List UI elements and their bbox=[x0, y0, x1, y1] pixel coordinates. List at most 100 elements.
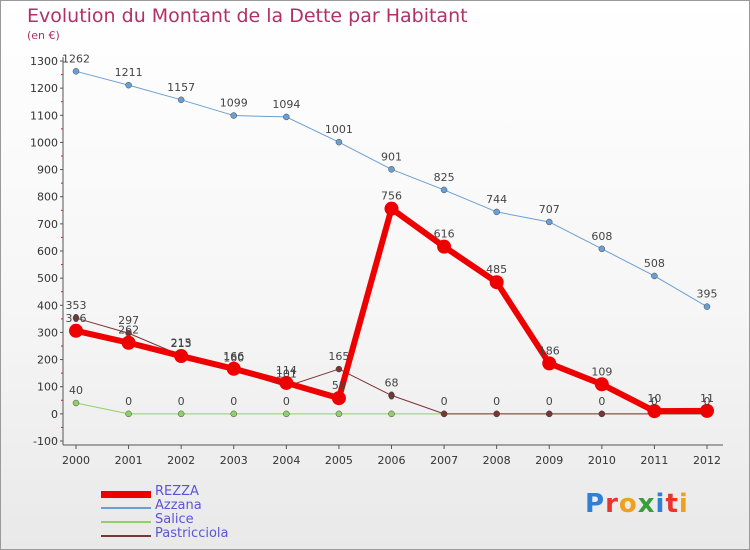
data-point-azzana bbox=[440, 186, 448, 194]
y-tick-label: 600 bbox=[37, 245, 58, 258]
data-label-salice: 0 bbox=[125, 395, 132, 408]
data-point-rezza bbox=[69, 323, 83, 338]
y-tick-label: -100 bbox=[33, 435, 58, 448]
legend-label: Salice bbox=[155, 512, 194, 527]
y-tick-label: 0 bbox=[51, 408, 58, 421]
data-point-rezza bbox=[279, 375, 294, 390]
data-point-salice bbox=[177, 410, 185, 418]
data-label-rezza: 756 bbox=[381, 190, 402, 203]
y-tick-label: 1000 bbox=[30, 136, 58, 149]
x-tick-label: 2006 bbox=[378, 454, 406, 467]
data-point-azzana bbox=[388, 166, 395, 173]
data-point-pastricciola bbox=[546, 410, 553, 418]
data-label-rezza: 213 bbox=[171, 337, 192, 350]
data-point-pastricciola bbox=[335, 365, 343, 373]
data-label-rezza: 306 bbox=[66, 312, 87, 325]
y-tick-label: 1300 bbox=[30, 55, 58, 68]
data-label-pastricciola: 215 bbox=[171, 337, 192, 350]
y-tick-label: 1100 bbox=[30, 109, 58, 122]
legend-swatch bbox=[101, 521, 151, 523]
x-tick-label: 2005 bbox=[325, 454, 353, 467]
x-tick-label: 2003 bbox=[220, 454, 248, 467]
data-label-rezza: 485 bbox=[486, 263, 507, 276]
data-label-rezza: 166 bbox=[223, 350, 244, 363]
data-point-pastricciola bbox=[598, 410, 606, 418]
x-tick-label: 2000 bbox=[62, 454, 90, 467]
data-point-rezza bbox=[121, 335, 136, 350]
data-point-salice bbox=[72, 399, 80, 407]
data-label-pastricciola: 297 bbox=[118, 314, 139, 327]
data-label-azzana: 1094 bbox=[272, 98, 300, 111]
legend-label: REZZA bbox=[155, 484, 199, 499]
data-point-azzana bbox=[546, 218, 553, 226]
data-label-rezza: 262 bbox=[118, 324, 139, 337]
x-tick-label: 2007 bbox=[430, 454, 458, 467]
data-point-rezza bbox=[542, 356, 557, 371]
y-tick-label: 900 bbox=[37, 164, 58, 177]
x-tick-label: 2009 bbox=[535, 454, 563, 467]
x-tick-label: 2004 bbox=[272, 454, 300, 467]
legend-swatch bbox=[101, 507, 151, 509]
x-tick-label: 2008 bbox=[483, 454, 511, 467]
data-label-azzana: 1099 bbox=[220, 97, 248, 110]
y-tick-label: 200 bbox=[37, 354, 58, 367]
data-point-rezza bbox=[174, 349, 189, 364]
data-label-rezza: 114 bbox=[276, 364, 297, 377]
data-label-rezza: 11 bbox=[700, 392, 714, 405]
data-label-pastricciola: 353 bbox=[66, 299, 87, 312]
x-tick-label: 2001 bbox=[115, 454, 143, 467]
data-point-rezza bbox=[700, 403, 714, 418]
data-label-salice: 0 bbox=[230, 395, 237, 408]
data-point-pastricciola bbox=[72, 314, 80, 322]
legend-label: Pastricciola bbox=[155, 526, 229, 541]
data-label-azzana: 825 bbox=[434, 171, 455, 184]
data-label-pastricciola: 0 bbox=[651, 395, 658, 408]
data-label-rezza: 10 bbox=[647, 392, 661, 405]
data-point-azzana bbox=[125, 81, 132, 89]
data-label-azzana: 1001 bbox=[325, 123, 353, 136]
data-label-azzana: 744 bbox=[486, 193, 507, 206]
data-label-salice: 0 bbox=[283, 395, 290, 408]
data-label-azzana: 1157 bbox=[167, 81, 195, 94]
legend-swatch bbox=[101, 490, 151, 498]
data-point-rezza bbox=[647, 404, 662, 419]
data-label-pastricciola: 0 bbox=[704, 395, 711, 408]
chart-title: Evolution du Montant de la Dette par Hab… bbox=[27, 5, 468, 27]
data-point-rezza bbox=[594, 377, 609, 392]
proxiti-logo: Proxiti bbox=[585, 489, 689, 519]
data-label-azzana: 1211 bbox=[115, 66, 143, 79]
data-point-azzana bbox=[651, 272, 658, 280]
data-point-azzana bbox=[335, 138, 343, 146]
data-label-azzana: 608 bbox=[591, 230, 612, 243]
legend-swatch bbox=[101, 535, 151, 537]
data-label-pastricciola: 68 bbox=[385, 376, 399, 389]
data-label-extra: 0 bbox=[388, 389, 395, 402]
legend-label: Azzana bbox=[155, 498, 202, 513]
data-label-rezza: 186 bbox=[539, 344, 560, 357]
data-point-salice bbox=[230, 410, 237, 418]
data-label-salice: 0 bbox=[178, 395, 185, 408]
data-point-azzana bbox=[493, 208, 500, 216]
data-label-pastricciola: 0 bbox=[598, 395, 605, 408]
y-tick-label: 700 bbox=[37, 218, 58, 231]
data-point-pastricciola bbox=[388, 392, 395, 399]
data-label-pastricciola: 165 bbox=[328, 350, 349, 363]
data-point-salice bbox=[335, 410, 343, 418]
data-label-pastricciola: 101 bbox=[276, 367, 297, 380]
data-label-azzana: 395 bbox=[697, 288, 718, 301]
x-tick-label: 2002 bbox=[167, 454, 195, 467]
data-point-pastricciola bbox=[493, 410, 500, 418]
data-label-azzana: 901 bbox=[381, 150, 402, 163]
data-label-salice: 40 bbox=[69, 384, 83, 397]
y-tick-label: 1200 bbox=[30, 82, 58, 95]
data-point-rezza bbox=[489, 275, 504, 290]
data-point-azzana bbox=[283, 113, 290, 121]
x-tick-label: 2011 bbox=[640, 454, 668, 467]
data-label-azzana: 1262 bbox=[62, 52, 90, 65]
data-point-salice bbox=[283, 410, 290, 418]
data-point-salice bbox=[388, 410, 395, 418]
y-tick-label: 500 bbox=[37, 272, 58, 285]
x-tick-label: 2010 bbox=[588, 454, 616, 467]
